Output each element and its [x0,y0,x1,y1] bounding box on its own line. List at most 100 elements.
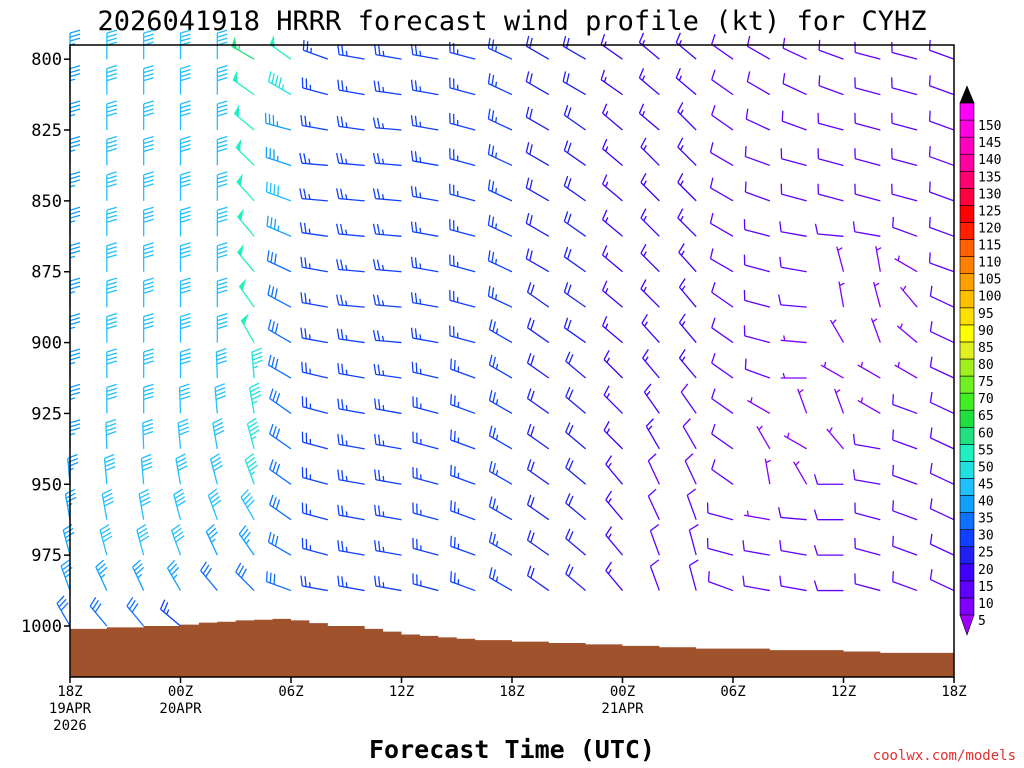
wind-barb [677,172,697,202]
wind-barb [232,70,255,96]
wind-barb [675,68,697,96]
wind-barb [216,135,228,166]
wind-barb [605,526,623,556]
wind-barb [563,140,587,166]
wind-barb [132,559,145,591]
wind-barb [412,431,439,450]
wind-barb [101,488,115,520]
wind-barb [891,183,918,202]
colorbar-label: 90 [978,324,994,339]
wind-barb [216,100,228,131]
wind-barb [678,313,697,343]
y-tick-label: 825 [31,121,62,141]
wind-barb [449,289,476,308]
wind-barb [854,537,881,556]
wind-barb [301,431,329,450]
wind-barb [212,417,225,449]
wind-barb [838,281,845,308]
colorbar-label: 95 [978,307,994,322]
wind-barb [891,148,918,167]
y-tick-label: 875 [31,263,62,283]
wind-barb [265,181,292,202]
wind-barb [337,433,365,450]
wind-barb [126,596,145,627]
y-tick-label: 925 [31,404,62,424]
wind-barb [106,242,118,272]
wind-barb [852,469,881,485]
colorbar-label: 145 [978,136,1001,151]
wind-barb [450,500,476,521]
wind-barb [95,559,108,591]
wind-barb [143,277,154,308]
wind-barb [216,242,228,272]
wind-barb [892,571,918,592]
colorbar-label: 120 [978,221,1001,236]
x-tick-label: 06Z [278,684,303,700]
wind-barb [450,358,476,379]
wind-barb [266,215,292,237]
wind-barb [563,317,587,344]
wind-barb [179,312,191,343]
wind-barb [857,397,881,414]
wind-barb [813,544,844,556]
wind-barb [140,453,153,485]
wind-barb [854,502,881,521]
wind-barb [677,208,697,237]
wind-barb [449,112,476,131]
wind-barb [706,502,734,521]
wind-barb [779,221,807,237]
wind-barb [782,73,807,96]
wind-barb [525,106,550,131]
colorbar-swatch [959,290,975,309]
wind-barb [300,256,328,273]
wind-barb [680,383,697,414]
wind-barb [410,292,439,308]
wind-barb [372,117,402,131]
x-tick-label: 18Z [57,684,82,700]
colorbar-label: 105 [978,273,1001,288]
wind-barb [179,100,191,131]
wind-barb [818,75,844,96]
wind-barb [565,457,587,485]
terrain-surface [70,618,954,677]
wind-barb [410,79,439,96]
wind-barb [779,256,807,273]
wind-barb [214,383,227,414]
wind-barb [744,510,770,521]
wind-barb [525,248,550,273]
y-tick-label: 900 [31,334,62,354]
wind-barb [216,64,228,95]
wind-barb [269,388,292,414]
colorbar-label: 75 [978,375,994,390]
colorbar-label: 50 [978,460,994,475]
colorbar-label: 65 [978,409,994,424]
wind-barb [337,398,365,415]
wind-barb [177,418,190,449]
wind-barb [854,77,881,96]
wind-barb [216,277,228,308]
wind-barb [711,104,734,131]
wind-barb [781,110,807,131]
wind-barb [449,254,476,273]
wind-barb [836,246,845,272]
wind-barb [374,540,402,556]
wind-barb [216,206,228,237]
wind-barb [449,183,476,202]
wind-barb [450,394,476,415]
wind-barb [601,174,623,202]
colorbar-swatch [959,529,975,548]
wind-barb [200,561,218,591]
plot-background [70,45,954,677]
wind-barb [179,348,191,379]
wind-barb [711,69,734,96]
wind-barb [106,206,118,237]
colorbar-swatch [959,358,975,377]
wind-barb [638,68,660,96]
wind-barb [891,112,918,131]
wind-barb [875,246,882,272]
wind-barb [209,453,223,485]
colorbar-label: 150 [978,119,1001,134]
wind-barb [711,423,734,450]
wind-barb [929,321,955,344]
wind-barb [526,494,550,521]
